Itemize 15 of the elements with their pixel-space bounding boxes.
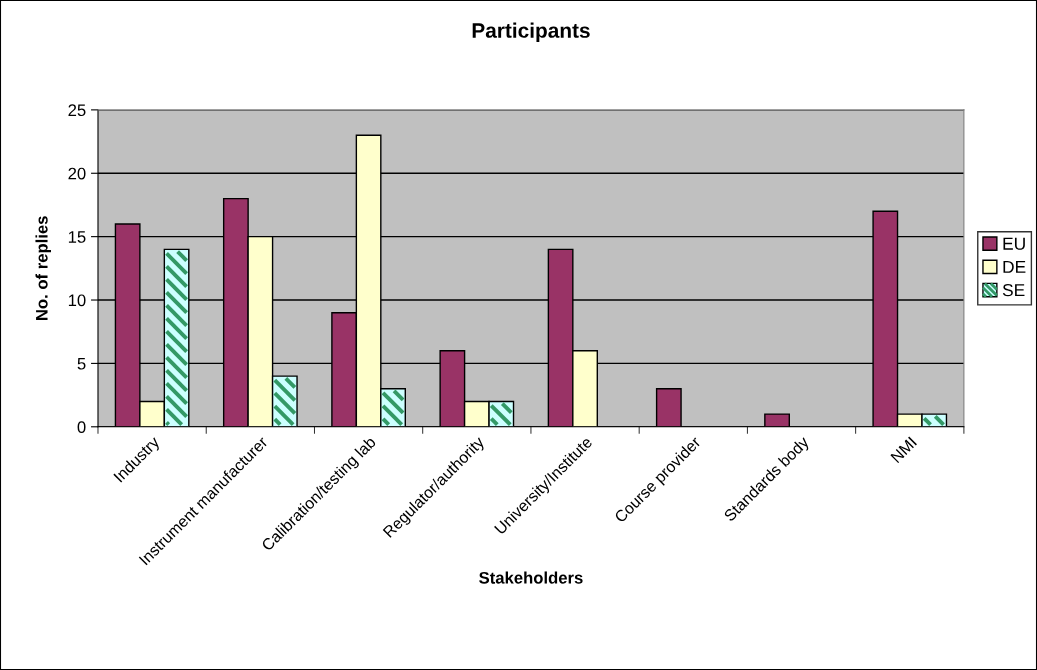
legend-label: SE [1002,283,1025,297]
y-tick-label: 20 [68,167,86,180]
legend-label: EU [1003,237,1025,250]
y-tick-label: 0 [77,421,86,433]
x-tick-label: NMI [890,436,917,464]
bar [764,413,791,427]
chart-title: Participants [472,22,590,42]
x-axis-title: Stakeholders [479,571,583,584]
y-tick-label: 5 [77,357,86,370]
y-tick-label: 10 [68,294,86,307]
bar [655,388,682,427]
y-tick-label: 15 [68,231,86,243]
y-tick-label: 25 [68,104,86,117]
y-axis-title: No. of replies [35,216,51,320]
legend-label: DE [1003,260,1026,273]
